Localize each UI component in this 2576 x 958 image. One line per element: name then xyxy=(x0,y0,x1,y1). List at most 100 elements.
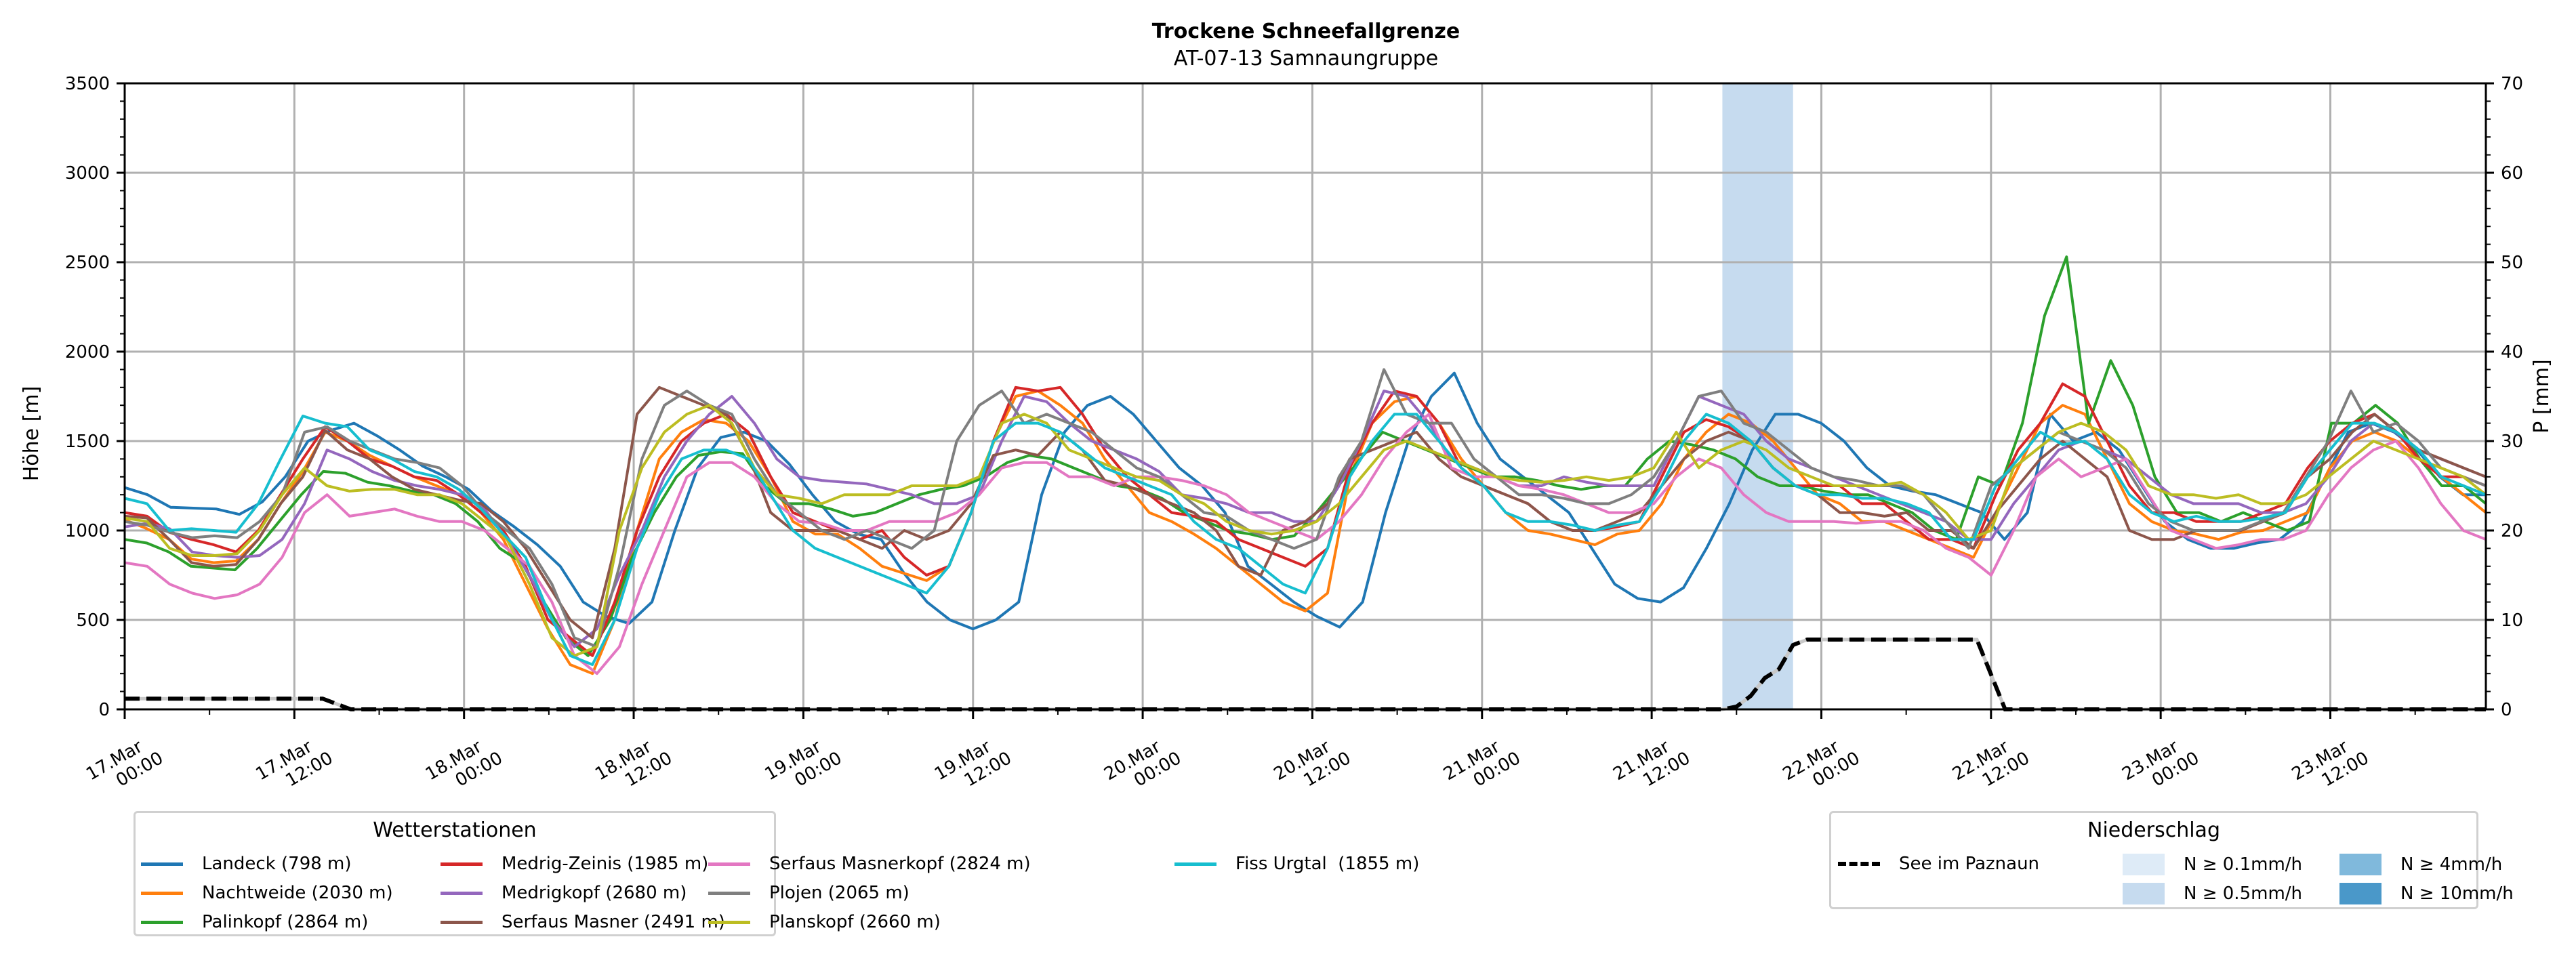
y-axis-ticks: 0 500 1000 1500 2000 2500 3000 3500 xyxy=(65,74,125,720)
y2-tick-label: 10 xyxy=(2501,610,2523,631)
x-tick-label: 22.Mar00:00 xyxy=(1780,730,1864,802)
legend-line-swatch xyxy=(141,891,183,895)
precip-legend-title: Niederschlag xyxy=(2087,818,2220,842)
y2-tick-label: 0 xyxy=(2501,700,2512,720)
legend-label: Planskopf (2660 m) xyxy=(769,912,941,932)
legend-label: See im Paznaun xyxy=(1899,854,2040,874)
precip-line-group xyxy=(125,638,2486,711)
y2-tick-label: 40 xyxy=(2501,342,2523,362)
legend-label: Nachtweide (2030 m) xyxy=(202,883,393,903)
y-tick-label: 2500 xyxy=(65,253,110,273)
legend-line-swatch xyxy=(708,862,750,866)
legend-label: Serfaus Masner (2491 m) xyxy=(502,912,725,932)
legend-entry: Medrig-Zeinis (1985 m) xyxy=(441,854,708,874)
y-tick-label: 2000 xyxy=(65,342,110,362)
chart-subtitle: AT-07-13 Samnaungruppe xyxy=(1174,47,1438,70)
legend-label: N ≥ 0.1mm/h xyxy=(2184,854,2303,875)
series-line xyxy=(124,371,2486,631)
legend-swatch xyxy=(2339,854,2381,875)
legend-label: N ≥ 0.5mm/h xyxy=(2184,883,2303,904)
y-tick-label: 0 xyxy=(98,700,110,720)
x-tick-label: 21.Mar00:00 xyxy=(1440,730,1524,802)
legend-line-swatch xyxy=(441,862,483,866)
precip-legend: Niederschlag See im Paznaun N ≥ 0.1mm/h N … xyxy=(1829,811,2514,909)
legend-entry: N ≥ 10mm/h xyxy=(2339,883,2514,904)
x-tick-label: 23.Mar00:00 xyxy=(2119,730,2203,802)
series-line xyxy=(124,390,2487,675)
y-tick-label: 3000 xyxy=(65,163,110,184)
legend-swatch xyxy=(2339,883,2381,904)
x-tick-label: 18.Mar12:00 xyxy=(592,730,676,802)
legend-line-swatch xyxy=(441,920,483,924)
legend-entry: See im Paznaun xyxy=(1838,854,2039,874)
legend-label: N ≥ 4mm/h xyxy=(2400,854,2503,875)
legend-entry: Planskopf (2660 m) xyxy=(708,912,941,932)
legend-line-swatch xyxy=(708,920,750,924)
x-tick-label: 17.Mar00:00 xyxy=(83,730,167,802)
series-line xyxy=(124,382,2487,657)
y2-axis-label: P [mm] xyxy=(2530,359,2554,433)
y-tick-label: 1500 xyxy=(65,432,110,452)
series-line xyxy=(124,386,2487,640)
precip-line xyxy=(125,638,2486,711)
series-line xyxy=(124,255,2487,657)
legend-entry: Serfaus Masner (2491 m) xyxy=(441,912,725,932)
y-tick-label: 3500 xyxy=(65,74,110,94)
station-series xyxy=(124,255,2487,675)
y-tick-label: 1000 xyxy=(65,521,110,541)
legend-label: N ≥ 10mm/h xyxy=(2400,883,2514,904)
legend-line-swatch xyxy=(1174,862,1217,866)
legend-entry: N ≥ 4mm/h xyxy=(2339,854,2502,875)
x-axis-ticks: 17.Mar00:00 17.Mar12:00 18.Mar00:00 18.Mar1… xyxy=(83,709,2416,802)
precip-line-underlay xyxy=(125,638,2486,711)
legend-entry: Nachtweide (2030 m) xyxy=(141,883,393,903)
precip-bands xyxy=(1722,83,1793,709)
x-tick-label: 19.Mar00:00 xyxy=(762,730,846,802)
x-tick-label: 22.Mar12:00 xyxy=(1949,730,2033,802)
legend-entry: Fiss Urgtal (1855 m) xyxy=(1174,854,1419,874)
y2-tick-label: 30 xyxy=(2501,432,2523,452)
legend-line-swatch xyxy=(441,891,483,895)
x-tick-label: 18.Mar00:00 xyxy=(422,730,506,802)
legend-line-swatch xyxy=(708,891,750,895)
y-axis-label: Höhe [m] xyxy=(20,386,43,482)
legend-entry: Landeck (798 m) xyxy=(141,854,352,874)
y2-tick-label: 60 xyxy=(2501,163,2523,184)
stations-legend: Wetterstationen Landeck (798 m) Nachtweid… xyxy=(134,811,1419,936)
x-tick-label: 23.Mar12:00 xyxy=(2289,730,2373,802)
legend-entry: Palinkopf (2864 m) xyxy=(141,912,368,932)
y2-tick-label: 70 xyxy=(2501,74,2523,94)
legend-line-swatch xyxy=(141,862,183,866)
y-tick-label: 500 xyxy=(76,610,110,631)
x-tick-label: 17.Mar12:00 xyxy=(253,730,337,802)
precip-band xyxy=(1722,83,1793,709)
legend-entry: Medrigkopf (2680 m) xyxy=(441,883,687,903)
legend-entry: Plojen (2065 m) xyxy=(708,883,909,903)
series-line xyxy=(124,413,2487,675)
y2-axis-ticks: 0 10 20 30 40 50 60 70 xyxy=(2486,74,2523,720)
x-tick-label: 19.Mar12:00 xyxy=(931,730,1015,802)
legend-label: Plojen (2065 m) xyxy=(769,883,909,903)
legend-swatch xyxy=(2123,883,2165,904)
stations-legend-title: Wetterstationen xyxy=(373,818,537,842)
series-line xyxy=(124,404,2487,657)
legend-swatch xyxy=(1838,862,1880,866)
legend-swatch xyxy=(2123,854,2165,875)
y2-tick-label: 50 xyxy=(2501,253,2523,273)
legend-line-swatch xyxy=(141,920,183,924)
y2-tick-label: 20 xyxy=(2501,521,2523,541)
legend-entry: Serfaus Masnerkopf (2824 m) xyxy=(708,854,1031,874)
x-tick-label: 21.Mar12:00 xyxy=(1610,730,1694,802)
x-tick-label: 20.Mar00:00 xyxy=(1101,730,1185,802)
legend-label: Landeck (798 m) xyxy=(202,854,352,874)
series-line xyxy=(124,413,2487,666)
legend-label: Medrigkopf (2680 m) xyxy=(502,883,687,903)
legend-label: Fiss Urgtal (1855 m) xyxy=(1235,854,1420,874)
legend-entry: N ≥ 0.5mm/h xyxy=(2123,883,2302,904)
x-tick-label: 20.Mar12:00 xyxy=(1271,730,1355,802)
legend-label: Serfaus Masnerkopf (2824 m) xyxy=(769,854,1031,874)
legend-label: Palinkopf (2864 m) xyxy=(202,912,369,932)
legend-label: Medrig-Zeinis (1985 m) xyxy=(502,854,709,874)
legend-entry: N ≥ 0.1mm/h xyxy=(2123,854,2302,875)
